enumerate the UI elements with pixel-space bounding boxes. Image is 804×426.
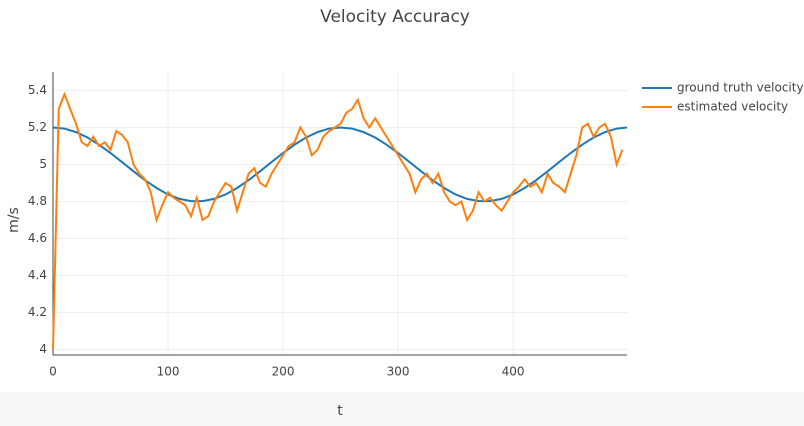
y-tick-label: 4 <box>39 342 47 356</box>
y-tick-label: 4.2 <box>28 305 47 319</box>
y-tick-label: 5 <box>39 157 47 171</box>
x-axis-label: t <box>337 403 343 419</box>
x-tick-label: 0 <box>49 365 57 379</box>
x-tick-label: 100 <box>157 365 180 379</box>
legend-label: estimated velocity <box>677 100 788 114</box>
x-tick-label: 200 <box>272 365 295 379</box>
legend-label: ground truth velocity <box>677 81 804 95</box>
line-series <box>52 126 628 203</box>
y-tick-label: 4.4 <box>28 268 47 282</box>
chart-title: Velocity Accuracy <box>320 7 470 27</box>
y-tick-label: 5.4 <box>28 83 47 97</box>
y-tick-label: 5.2 <box>28 120 47 134</box>
y-tick-label: 4.6 <box>28 231 47 245</box>
y-axis-label: m/s <box>6 207 22 233</box>
x-tick-label: 300 <box>387 365 410 379</box>
footer-band <box>0 392 804 426</box>
line-series <box>52 91 624 350</box>
y-tick-label: 4.8 <box>28 194 47 208</box>
x-tick-label: 400 <box>502 365 525 379</box>
